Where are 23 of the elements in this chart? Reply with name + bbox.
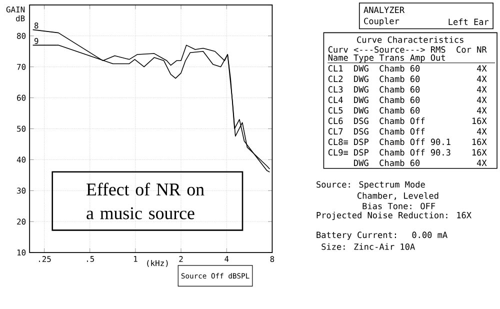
text: ANALYZER [364, 6, 405, 13]
text: CL5 DWG Chamb 60 4X [328, 107, 487, 114]
annotation: Effect of NR on a music source [86, 182, 204, 220]
text: Battery Current: 0.00 mA [316, 232, 448, 240]
text: CL1 DWG Chamb 60 4X [328, 65, 487, 72]
text: CL3 DWG Chamb 60 4X [328, 86, 487, 93]
text: CL2 DWG Chamb 60 4X [328, 76, 487, 82]
text: CL8≡ DSP Chamb Off 90.1 16X [328, 138, 487, 146]
text: Coupler [364, 18, 400, 26]
text: CL9≡ DSP Chamb Off 90.3 16X [328, 149, 487, 156]
text: Bias Tone: OFF [362, 202, 436, 210]
text: CL4 DWG Chamb 60 4X [328, 96, 487, 104]
text: Curve Characteristics [357, 36, 464, 43]
text: CL7 DSG Chamb Off 4X [328, 128, 487, 135]
text: Curv <---Source---> RMS Cor NR [328, 46, 487, 53]
text: CL6 DSG Chamb Off 16X [328, 118, 487, 124]
text: DWG Chamb 60 4X [354, 160, 487, 166]
text: Chamber, Leveled [358, 192, 438, 200]
text: Projected Noise Reduction: 16X [316, 212, 472, 220]
text: Name Type Trans Amp Out [328, 54, 445, 62]
text: Size: Zinc-Air 10A [322, 243, 415, 250]
text: Left Ear [448, 18, 489, 26]
source-note: Source: Spectrum Mode [316, 181, 425, 190]
